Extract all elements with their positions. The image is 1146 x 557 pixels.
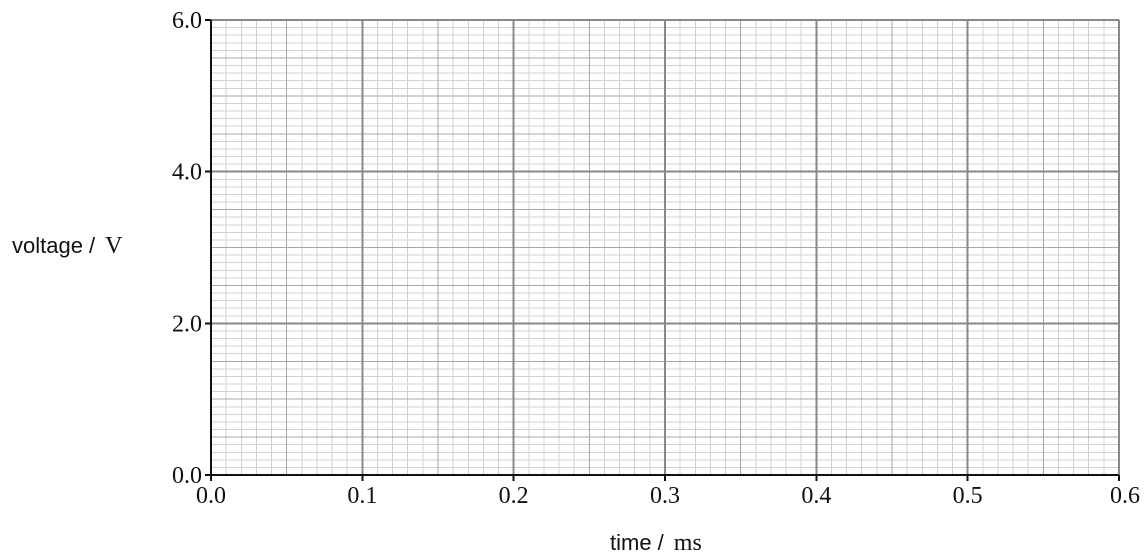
x-tick-label: 0.5 [953,483,983,509]
tick-labels: 0.0 2.0 4.0 6.0 0.0 0.1 0.2 0.3 0.4 0.5 0.6 [172,8,1140,509]
x-tick-label: 0.0 [196,483,226,509]
y-axis-title: voltage / V [12,233,123,259]
y-tick-label: 0.0 [172,463,202,489]
x-tick-label: 0.3 [650,483,680,509]
x-axis-title-unit: ms [674,530,702,556]
y-axis-title-unit: V [105,233,123,259]
y-tick-label: 6.0 [172,8,202,34]
x-tick-label: 0.4 [801,483,831,509]
x-axis-title: time / ms [610,530,702,556]
y-tick-label: 2.0 [172,311,202,337]
axes [205,19,1120,481]
x-tick-label: 0.2 [499,483,529,509]
y-axis-title-prefix: voltage / [12,233,96,258]
x-tick-label: 0.1 [347,483,377,509]
x-axis-title-prefix: time / [610,530,665,555]
x-tick-label: 0.6 [1110,483,1140,509]
grid-lines [210,19,1120,476]
y-tick-label: 4.0 [172,160,202,186]
